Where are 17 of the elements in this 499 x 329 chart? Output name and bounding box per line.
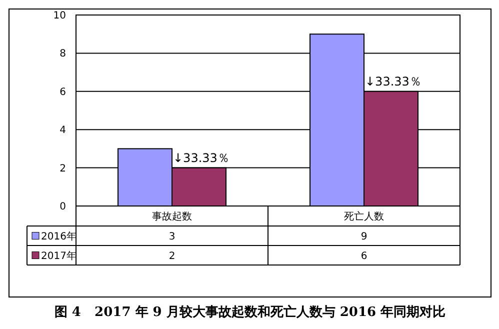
y-tick-label: 8 <box>60 48 66 60</box>
text: 图 4 2017 年 9 月较大事故起数和死亡人数与 2016 年同期对比 <box>54 304 446 320</box>
annotation: ↓33.33％ <box>173 150 230 165</box>
data-label: 3 <box>168 231 176 242</box>
annotation: ↓33.33％ <box>365 74 422 88</box>
data-label: 6 <box>360 250 368 262</box>
x-tick-label: 事故起数 <box>152 210 192 222</box>
data-label: 9 <box>360 231 368 242</box>
y-tick-label: 2 <box>60 163 66 174</box>
legend-label: 2016年 <box>41 230 76 242</box>
legend-label: 2017年 <box>41 250 76 262</box>
x-tick-label: 死亡人数 <box>344 210 384 222</box>
y-tick-label: 6 <box>60 86 66 98</box>
y-tick-label: 4 <box>60 125 66 136</box>
y-tick-label: 10 <box>53 10 66 22</box>
data-label: 2 <box>168 250 176 262</box>
y-tick-label: 0 <box>60 202 66 212</box>
